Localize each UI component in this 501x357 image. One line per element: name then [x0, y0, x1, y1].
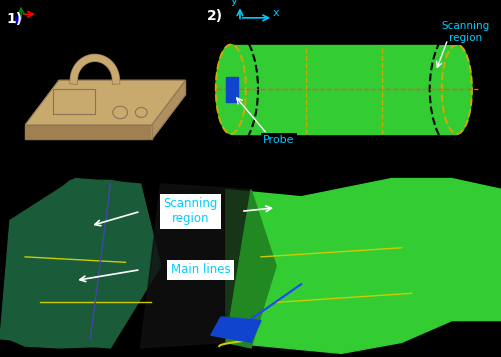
- Bar: [226, 77, 238, 102]
- Polygon shape: [225, 190, 276, 348]
- Ellipse shape: [441, 45, 471, 134]
- Polygon shape: [0, 178, 160, 348]
- Polygon shape: [151, 80, 185, 139]
- Polygon shape: [0, 180, 160, 348]
- Polygon shape: [210, 317, 261, 342]
- Text: Scanning
region: Scanning region: [441, 21, 489, 43]
- Polygon shape: [25, 125, 151, 139]
- Polygon shape: [25, 80, 185, 125]
- Text: Main lines: Main lines: [171, 263, 230, 276]
- Text: 2): 2): [206, 9, 222, 23]
- Polygon shape: [140, 184, 250, 348]
- Text: Scanning
region: Scanning region: [163, 197, 217, 225]
- Text: y: y: [230, 0, 237, 6]
- Text: Probe: Probe: [263, 135, 294, 145]
- Text: x: x: [273, 8, 279, 18]
- Polygon shape: [225, 178, 501, 353]
- Ellipse shape: [215, 45, 245, 134]
- Text: 1): 1): [7, 12, 23, 26]
- Polygon shape: [230, 45, 456, 134]
